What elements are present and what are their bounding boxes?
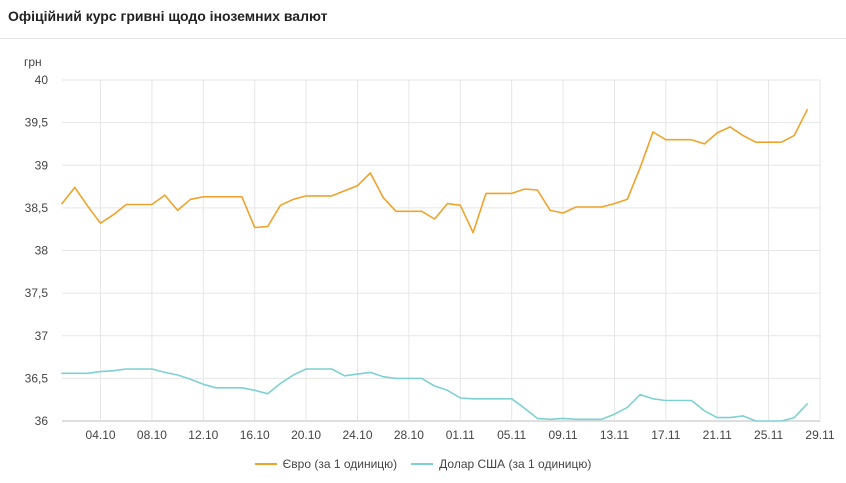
- y-axis-unit-label: грн: [24, 55, 42, 69]
- x-tick-label: 01.11: [446, 428, 475, 442]
- x-tick-label: 05.11: [497, 428, 526, 442]
- legend-item-euro[interactable]: Євро (за 1 одиницю): [254, 457, 398, 471]
- x-tick-label: 21.11: [703, 428, 732, 442]
- y-tick-label: 37: [35, 329, 49, 343]
- y-tick-label: 38: [35, 244, 49, 258]
- chart-title: Офіційний курс гривні щодо іноземних вал…: [8, 8, 328, 24]
- legend-label-usd: Долар США (за 1 одиницю): [439, 457, 592, 471]
- y-tick-label: 36,5: [25, 371, 49, 385]
- legend-item-usd[interactable]: Долар США (за 1 одиницю): [411, 457, 591, 471]
- x-tick-label: 04.10: [86, 428, 116, 442]
- series-lines: [61, 109, 809, 422]
- chart-header: Офіційний курс гривні щодо іноземних вал…: [0, 0, 846, 39]
- y-tick-label: 39,5: [25, 116, 49, 130]
- x-tick-label: 29.11: [805, 428, 834, 442]
- series-line-euro[interactable]: [61, 109, 809, 234]
- y-tick-label: 38,5: [25, 201, 49, 215]
- x-tick-label: 13.11: [600, 428, 629, 442]
- exchange-rate-chart: грн 36 36,5 37 37,5 38 38,5 39 39,5 40 04.10 08.1…: [24, 55, 835, 442]
- x-tick-label: 24.10: [342, 428, 372, 442]
- x-tick-label: 16.10: [240, 428, 270, 442]
- y-tick-label: 40: [35, 73, 49, 87]
- y-tick-label: 39: [35, 158, 49, 172]
- y-tick-label: 37,5: [25, 286, 49, 300]
- y-axis-ticks: 36 36,5 37 37,5 38 38,5 39 39,5 40: [25, 73, 49, 428]
- x-axis-ticks: 04.10 08.10 12.10 16.10 20.10 24.10 28.10 01.11…: [86, 428, 835, 442]
- x-tick-label: 12.10: [188, 428, 218, 442]
- x-tick-label: 09.11: [548, 428, 577, 442]
- x-tick-label: 20.10: [291, 428, 321, 442]
- x-tick-label: 08.10: [137, 428, 167, 442]
- chart-legend: Євро (за 1 одиницю) Долар США (за 1 один…: [0, 457, 846, 471]
- series-line-usd[interactable]: [61, 368, 809, 422]
- grid-lines: [62, 79, 821, 422]
- x-tick-label: 28.10: [394, 428, 424, 442]
- x-tick-label: 25.11: [754, 428, 783, 442]
- legend-swatch-usd: [411, 463, 434, 465]
- legend-label-euro: Євро (за 1 одиницю): [282, 457, 398, 471]
- y-tick-label: 36: [35, 414, 49, 428]
- legend-swatch-euro: [254, 463, 277, 465]
- x-tick-label: 17.11: [651, 428, 680, 442]
